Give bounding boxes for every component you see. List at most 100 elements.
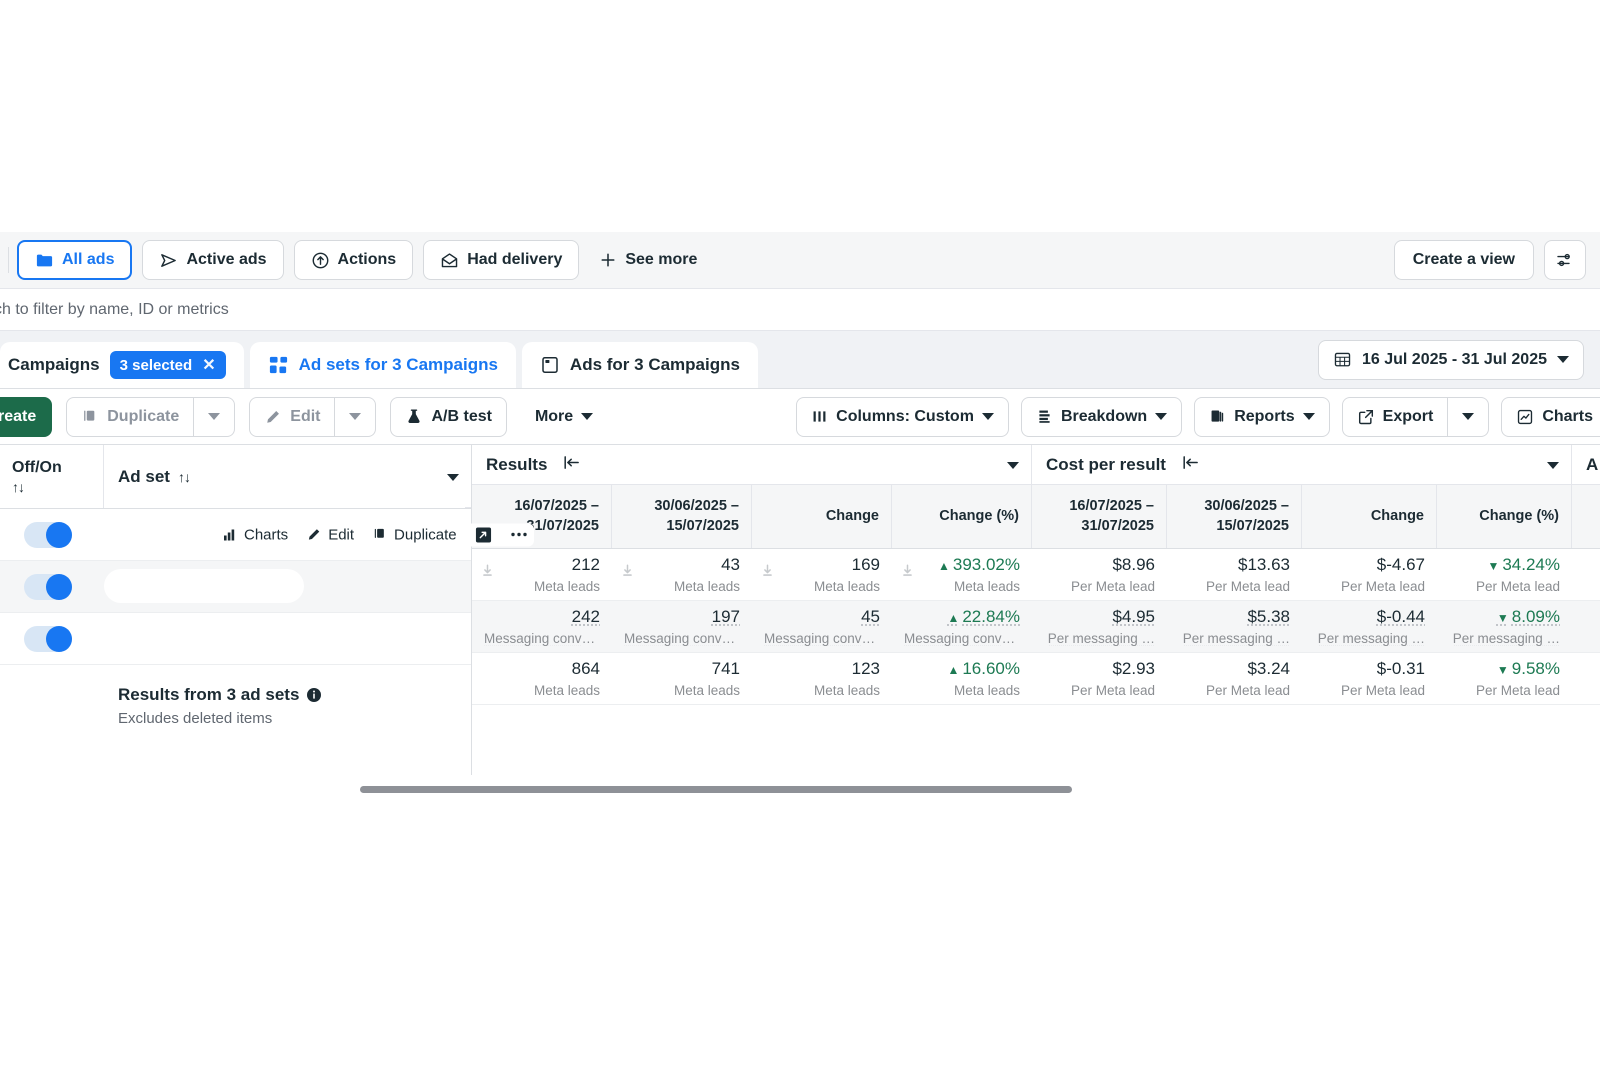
column-header-offon[interactable]: Off/On ↑↓ <box>0 445 104 508</box>
subheader-results-change-pct[interactable]: Change (%) <box>892 485 1032 548</box>
row-action-duplicate[interactable]: Duplicate <box>372 526 457 543</box>
sort-icon[interactable]: ↑↓ <box>12 478 25 495</box>
create-button[interactable]: reate <box>0 396 53 437</box>
subheader-results-change[interactable]: Change <box>752 485 892 548</box>
filter-see-more[interactable]: See more <box>589 240 707 280</box>
campaigns-selected-chip[interactable]: 3 selected ✕ <box>109 351 226 379</box>
row-action-charts[interactable]: Charts <box>222 526 288 543</box>
pin-left-icon[interactable] <box>563 455 582 475</box>
metric-value: 212 <box>571 554 600 574</box>
subheader-cost-change[interactable]: Change <box>1302 485 1437 548</box>
subheader-cost-change-pct[interactable]: Change (%) <box>1437 485 1572 548</box>
column-header-adset[interactable]: Ad set ↑↓ <box>104 445 471 508</box>
horizontal-scrollbar[interactable] <box>360 786 1072 793</box>
offon-toggle[interactable] <box>24 625 72 652</box>
metric-cell[interactable]: ▲ 22.84% Messaging conve… <box>892 601 1032 652</box>
metric-cell[interactable]: $-0.31 Per Meta lead <box>1302 653 1437 704</box>
tab-ads[interactable]: Ads for 3 Campaigns <box>521 342 758 388</box>
charts-button[interactable]: Charts <box>1501 396 1600 437</box>
download-icon[interactable] <box>900 563 915 583</box>
ab-test-button[interactable]: A/B test <box>390 396 507 437</box>
metric-cell[interactable]: $5.38 Per messaging … <box>1167 601 1302 652</box>
subheader-cost-current[interactable]: 16/07/2025 – 31/07/2025 <box>1032 485 1167 548</box>
search-filter-row[interactable]: ch to filter by name, ID or metrics <box>0 289 1600 331</box>
offon-toggle[interactable] <box>24 521 72 548</box>
tab-ad-sets[interactable]: Ad sets for 3 Campaigns <box>249 342 516 388</box>
tab-campaigns[interactable]: Campaigns 3 selected ✕ <box>0 342 244 388</box>
row-action-ellipsis[interactable] <box>510 532 528 538</box>
group-header-cost-dropdown[interactable] <box>1547 456 1559 474</box>
metric-cell[interactable]: ▲ 16.60% Meta leads <box>892 653 1032 704</box>
more-button[interactable]: More <box>521 397 607 437</box>
subheader-results-previous[interactable]: 30/06/2025 – 15/07/2025 <box>612 485 752 548</box>
entity-tabs-row: Campaigns 3 selected ✕ Ad sets for 3 Cam… <box>0 331 1600 389</box>
duplicate-button[interactable]: Duplicate <box>66 396 195 437</box>
subheader-results-current[interactable]: 16/07/2025 – 31/07/2025 <box>472 485 612 548</box>
filter-actions[interactable]: Actions <box>293 240 414 280</box>
group-header-cost-per-result[interactable]: Cost per result <box>1032 445 1572 484</box>
download-icon[interactable] <box>480 563 495 583</box>
metric-cell[interactable]: 212 Meta leads <box>472 549 612 600</box>
metric-cell[interactable]: $-4.67 Per Meta lead <box>1302 549 1437 600</box>
metric-cell[interactable]: 197 Messaging conve… <box>612 601 752 652</box>
create-a-view-button[interactable]: Create a view <box>1393 240 1534 280</box>
metric-cell[interactable]: $4.95 Per messaging … <box>1032 601 1167 652</box>
export-dropdown[interactable] <box>1448 396 1490 437</box>
metric-cell[interactable]: $2.93 Per Meta lead <box>1032 653 1167 704</box>
row-action-edit[interactable]: Edit <box>306 526 354 543</box>
table-row[interactable]: Charts Edit Duplicate <box>0 509 534 561</box>
adset-name-cell[interactable]: Charts Edit Duplicate <box>104 509 534 560</box>
edit-dropdown[interactable] <box>335 396 377 437</box>
table-row[interactable] <box>0 613 471 665</box>
table-row[interactable] <box>0 561 471 613</box>
search-input-placeholder[interactable]: ch to filter by name, ID or metrics <box>0 300 229 318</box>
row-action-open-external[interactable] <box>475 526 492 543</box>
export-button[interactable]: Export <box>1341 396 1449 437</box>
metric-cell[interactable]: 864 Meta leads <box>472 653 612 704</box>
download-icon[interactable] <box>620 563 635 583</box>
adset-name-cell[interactable] <box>104 613 471 664</box>
adset-column-dropdown[interactable] <box>447 468 459 486</box>
metric-cell[interactable]: 242 Messaging conve… <box>472 601 612 652</box>
subheader-cost-previous[interactable]: 30/06/2025 – 15/07/2025 <box>1167 485 1302 548</box>
metric-cell[interactable]: 43 Meta leads <box>612 549 752 600</box>
metric-cell[interactable]: $3.24 Per Meta lead <box>1167 653 1302 704</box>
close-icon[interactable]: ✕ <box>202 357 216 374</box>
group-header-results-dropdown[interactable] <box>1007 456 1019 474</box>
edit-button[interactable]: Edit <box>249 396 336 437</box>
sort-icon[interactable]: ↑↓ <box>177 468 191 485</box>
metric-cell[interactable]: 123 Meta leads <box>752 653 892 704</box>
metric-cell[interactable]: ▲ 393.02% Meta leads <box>892 549 1032 600</box>
metric-cell[interactable]: ▼ 8.09% Per messaging … <box>1437 601 1572 652</box>
row-action-label: Duplicate <box>394 526 457 543</box>
group-header-results[interactable]: Results <box>472 445 1032 484</box>
filter-had-delivery[interactable]: Had delivery <box>423 240 580 280</box>
metric-cell[interactable]: $-0.44 Per messaging … <box>1302 601 1437 652</box>
duplicate-dropdown[interactable] <box>194 396 236 437</box>
metric-cell[interactable]: 741 Meta leads <box>612 653 752 704</box>
metric-cell[interactable]: ▼ 34.24% Per Meta lead <box>1437 549 1572 600</box>
reports-button[interactable]: Reports <box>1194 396 1330 437</box>
adset-name-cell[interactable] <box>104 561 471 612</box>
date-range-picker[interactable]: 16 Jul 2025 - 31 Jul 2025 <box>1317 339 1584 380</box>
metric-cell[interactable]: 169 Meta leads <box>752 549 892 600</box>
metric-cell[interactable]: $13.63 Per Meta lead <box>1167 549 1302 600</box>
download-icon[interactable] <box>760 563 775 583</box>
filter-all-ads[interactable]: All ads <box>17 240 133 280</box>
metric-value: $-4.67 <box>1376 554 1425 574</box>
breakdown-button[interactable]: Breakdown <box>1020 396 1183 437</box>
view-settings-button[interactable] <box>1544 240 1586 280</box>
pin-left-icon[interactable] <box>1182 455 1201 475</box>
columns-button[interactable]: Columns: Custom <box>796 396 1009 437</box>
metric-value: 741 <box>711 658 740 678</box>
group-header-next[interactable]: A <box>1572 445 1600 484</box>
offon-toggle[interactable] <box>24 573 72 600</box>
metric-cell[interactable]: $8.96 Per Meta lead <box>1032 549 1167 600</box>
metric-cell[interactable]: 45 Messaging conve… <box>752 601 892 652</box>
metric-cell[interactable]: ▼ 9.58% Per Meta lead <box>1437 653 1572 704</box>
adset-name-link[interactable] <box>118 526 122 544</box>
group-header-cost-label: Cost per result <box>1046 454 1166 474</box>
adset-name-link[interactable] <box>118 630 122 648</box>
filter-active-ads[interactable]: Active ads <box>142 240 284 280</box>
info-icon[interactable] <box>306 687 322 703</box>
